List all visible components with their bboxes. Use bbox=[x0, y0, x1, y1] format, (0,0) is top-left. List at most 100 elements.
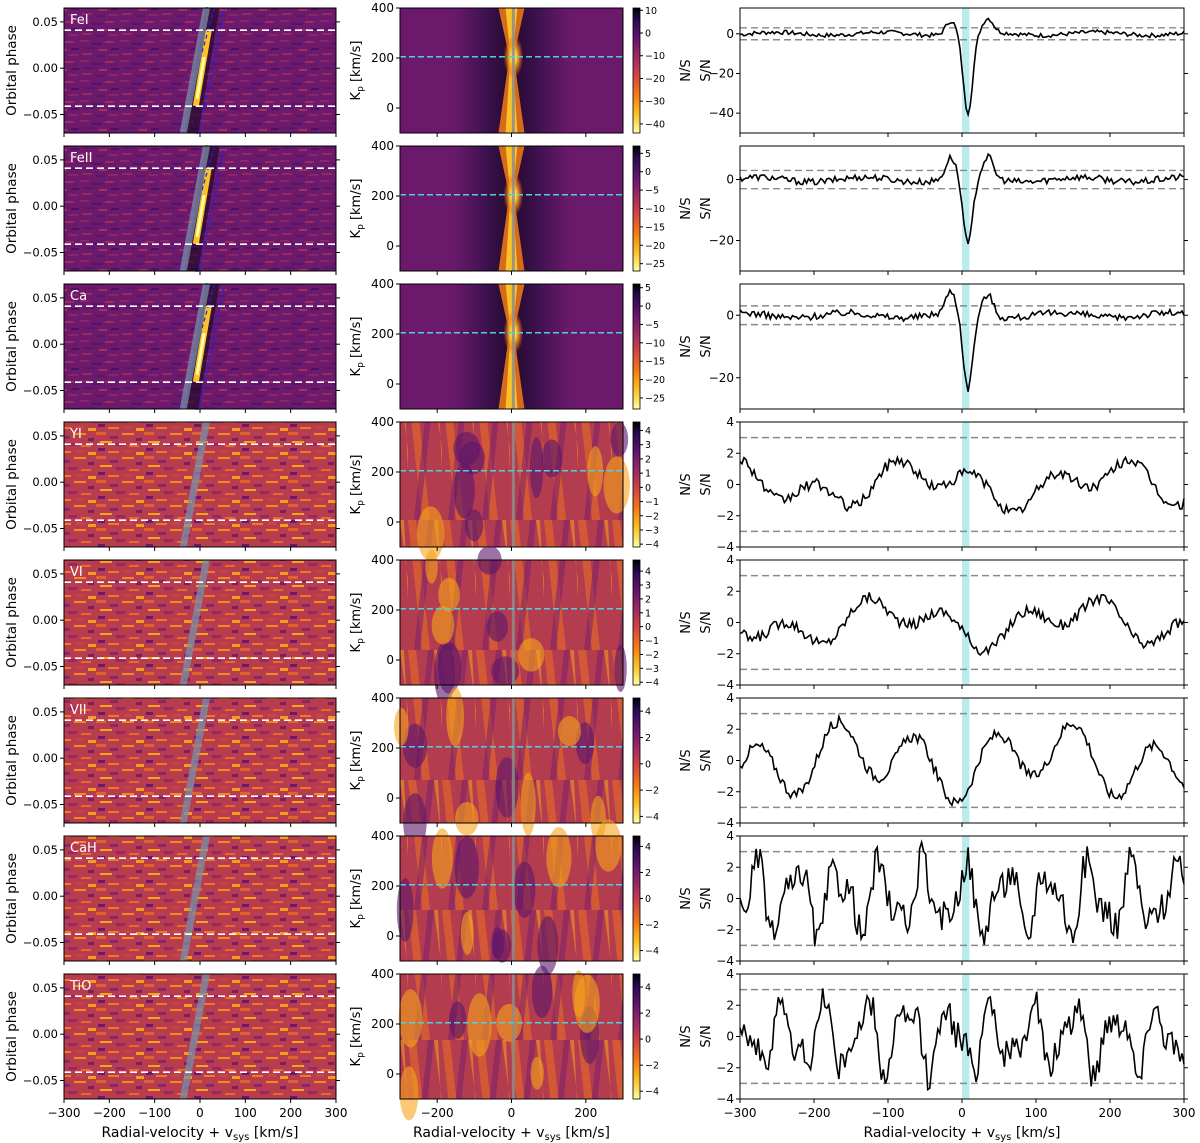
y-axis-label: Orbital phase bbox=[4, 715, 20, 806]
kp-tick-label: 400 bbox=[371, 415, 394, 429]
colorbar-tick-label: 0 bbox=[645, 622, 651, 633]
colorbar-tick-label: 4 bbox=[645, 707, 651, 718]
planet-trail-mask bbox=[179, 7, 210, 134]
ccf-y-label: S/N bbox=[699, 335, 714, 357]
colorbar-tick-label: −40 bbox=[645, 119, 665, 130]
kp-tick-label: 200 bbox=[371, 1017, 394, 1031]
phase-tick-label: −0.05 bbox=[23, 245, 58, 259]
colorbar-tick-label: −10 bbox=[645, 51, 665, 62]
colorbar-tick-label: 2 bbox=[645, 594, 651, 605]
ccf-curve bbox=[739, 152, 1185, 245]
kp-noise-blob bbox=[455, 801, 479, 836]
phase-tick-label: −0.05 bbox=[23, 521, 58, 535]
kp-tick-label: 0 bbox=[386, 653, 394, 667]
kp-axis-label: Kp [km/s] bbox=[349, 1007, 366, 1067]
colorbar-tick-label: 4 bbox=[645, 426, 651, 437]
ccf-curve bbox=[739, 988, 1185, 1092]
rv-label-unit: [km/s] bbox=[249, 1125, 298, 1141]
colorbar-tick-label: 0 bbox=[645, 302, 651, 313]
colorbar-tick-label: 5 bbox=[645, 283, 651, 294]
ccf-tick-label: 0 bbox=[726, 478, 734, 492]
kp-tick-label: 0 bbox=[386, 239, 394, 253]
kp-noise-blob bbox=[486, 611, 508, 642]
ccf-panel: 4 2 0 −2 −4 S/N bbox=[699, 691, 1188, 830]
phase-tick-label: 0.00 bbox=[32, 889, 58, 903]
kp-tick-label: 0 bbox=[386, 929, 394, 943]
ccf-panel: 0 −20 S/N bbox=[699, 283, 1188, 413]
colorbar-tick-label: −4 bbox=[645, 946, 659, 957]
kp-axis-label: Kp [km/s] bbox=[349, 179, 366, 239]
colorbar-tick-label: −25 bbox=[645, 393, 665, 404]
ccf-panel: 4 2 0 −2 −4 S/N bbox=[699, 829, 1188, 968]
kp-label-unit: [km/s] bbox=[349, 41, 364, 87]
colorbar-tick-label: −4 bbox=[645, 812, 659, 823]
x-axis-label-left: Radial-velocity + vsys [km/s] bbox=[101, 1125, 298, 1143]
ccf-tick-label: −20 bbox=[709, 371, 734, 385]
phase-tick-label: 0.00 bbox=[32, 1027, 58, 1041]
ccf-y-label: S/N bbox=[699, 611, 714, 633]
phase-tick-label: 0.00 bbox=[32, 751, 58, 765]
kp-tick-label: 200 bbox=[371, 51, 394, 65]
kp-noise-blob bbox=[460, 911, 474, 955]
ccf-curve bbox=[739, 839, 1185, 947]
rv-label-sub: sys bbox=[995, 1132, 1011, 1143]
kp-tick-label: 0 bbox=[386, 791, 394, 805]
kp-noise-blob bbox=[529, 437, 544, 499]
ccf-curve bbox=[739, 454, 1185, 515]
y-axis-label: Orbital phase bbox=[4, 301, 20, 392]
ccf-y-label: S/N bbox=[699, 749, 714, 771]
ccf-tick-label: 2 bbox=[726, 860, 734, 874]
kp-noise-blob bbox=[530, 1056, 544, 1090]
kp-label-unit: [km/s] bbox=[349, 869, 364, 915]
ccf-tick-label: 2 bbox=[726, 584, 734, 598]
colorbar-tick-label: −2 bbox=[645, 1061, 659, 1072]
kp-map-panel: 400 200 0 Kp [km/s] bbox=[349, 819, 624, 975]
kp-noise-blob bbox=[453, 462, 475, 519]
kp-noise-blob bbox=[454, 836, 479, 899]
kp-noise-blob bbox=[546, 827, 572, 888]
colorbar-tick-label: −20 bbox=[645, 74, 665, 85]
colorbar-tick-label: 3 bbox=[645, 581, 651, 592]
kp-tick-label: 0 bbox=[386, 101, 394, 115]
kp-label-sub: p bbox=[356, 1052, 366, 1058]
ccf-tick-label: 4 bbox=[726, 415, 734, 429]
rv-band bbox=[962, 698, 970, 823]
colorbar-label: S/N bbox=[676, 59, 691, 81]
colorbar-tick-label: −2 bbox=[645, 511, 659, 522]
colorbar-gradient bbox=[632, 559, 641, 686]
colorbar-tick-label: −4 bbox=[645, 678, 659, 689]
kp-noise-blob bbox=[449, 1001, 467, 1039]
phase-tick-label: −0.05 bbox=[23, 383, 58, 397]
kp-tick-label: 400 bbox=[371, 1, 394, 15]
ccf-tick-label: −2 bbox=[716, 509, 734, 523]
ccf-tick-label: −4 bbox=[716, 954, 734, 968]
kp-label-main: K bbox=[349, 91, 364, 100]
ccf-y-label: S/N bbox=[699, 1025, 714, 1047]
rv-band bbox=[962, 836, 970, 961]
y-axis-label: Orbital phase bbox=[4, 991, 20, 1082]
kp-label-main: K bbox=[349, 919, 364, 928]
phase-tick-label: −0.05 bbox=[23, 797, 58, 811]
planet-trail-mask bbox=[179, 559, 210, 686]
kp-label-unit: [km/s] bbox=[349, 317, 364, 363]
kp-tick-label: 0 bbox=[386, 1067, 394, 1081]
x-axis-label-middle: Radial-velocity + vsys [km/s] bbox=[413, 1125, 610, 1143]
ccf-tick-label: 0 bbox=[726, 616, 734, 630]
colorbar-tick-label: 10 bbox=[645, 6, 657, 17]
colorbar-gradient bbox=[632, 7, 641, 134]
rv-label-main: Radial-velocity + v bbox=[863, 1125, 995, 1141]
colorbar-tick-label: −1 bbox=[645, 636, 659, 647]
ccf-tick-label: −4 bbox=[716, 678, 734, 692]
kp-label-unit: [km/s] bbox=[349, 731, 364, 777]
phase-tick-label: 0.05 bbox=[32, 567, 58, 581]
x-tick-label: −100 bbox=[138, 1106, 171, 1120]
phase-tick-label: 0.05 bbox=[32, 15, 58, 29]
kp-tick-label: 200 bbox=[371, 741, 394, 755]
colorbar-tick-label: 2 bbox=[645, 454, 651, 465]
colorbar-tick-label: 4 bbox=[645, 983, 651, 994]
rv-label-sub: sys bbox=[545, 1132, 561, 1143]
kp-noise-blob bbox=[513, 861, 536, 918]
colorbar-tick-label: 2 bbox=[645, 868, 651, 879]
